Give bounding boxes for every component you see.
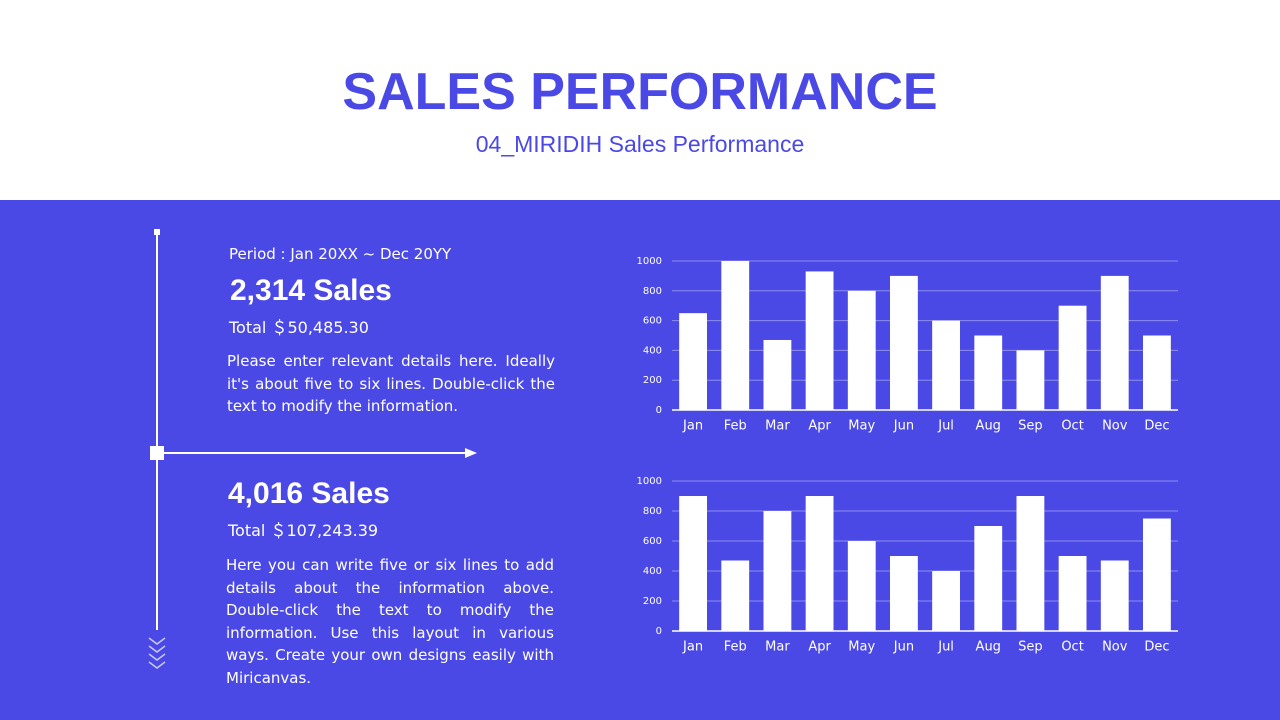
y-tick-label: 200 [643,375,662,386]
x-tick-label: Mar [765,640,790,655]
bar [763,511,792,631]
bar [890,556,918,631]
x-tick-label: May [848,640,875,655]
x-tick-label: Apr [808,640,831,655]
x-tick-label: Jun [893,419,914,434]
bar [1143,335,1171,410]
bar [679,313,707,410]
x-tick-label: Jul [937,419,954,434]
timeline-marker [150,446,164,460]
y-tick-label: 0 [656,626,662,637]
bar [1100,275,1129,410]
bar [1058,305,1087,410]
x-tick-label: Apr [808,419,831,434]
bar [1016,350,1045,410]
x-tick-label: Dec [1144,419,1169,434]
blue-panel [0,200,1280,720]
x-tick-label: Oct [1061,640,1083,655]
x-tick-label: Jan [682,640,703,655]
chevrons [148,637,166,669]
y-tick-label: 1000 [637,256,662,267]
x-tick-label: Mar [765,419,790,434]
sales-count: 4,016 Sales [228,477,390,510]
bar [805,496,834,631]
arrow-head [465,448,477,458]
x-tick-label: Aug [976,419,1001,434]
period: Period : Jan 20XX ~ Dec 20YY [229,245,452,263]
x-tick-label: Feb [724,640,747,655]
bar [679,496,707,631]
description: Here you can write five or six lines to … [226,556,554,687]
bar [721,560,750,631]
y-tick-label: 1000 [637,476,662,487]
x-tick-label: Nov [1102,640,1128,655]
bar [721,261,750,410]
y-tick-label: 400 [643,566,662,577]
bar [763,339,792,410]
sales-count: 2,314 Sales [230,274,392,307]
y-tick-label: 800 [643,506,662,517]
x-tick-label: May [848,419,875,434]
y-tick-label: 400 [643,345,662,356]
bar [847,541,876,631]
bar [932,320,960,410]
subtitle: 04_MIRIDIH Sales Performance [475,131,805,157]
bar [1143,518,1171,631]
x-tick-label: Oct [1061,419,1083,434]
y-tick-label: 0 [656,405,662,416]
bar [805,271,834,410]
x-tick-label: Jun [893,640,914,655]
x-tick-label: Jul [937,640,954,655]
timeline-end [154,229,160,235]
bar [847,290,876,410]
bar [974,335,1003,410]
bar [932,571,960,631]
x-tick-label: Feb [724,419,747,434]
description: Please enter relevant details here. Idea… [227,352,555,415]
bar [974,526,1003,631]
y-tick-label: 800 [643,286,662,297]
sales-total: Total ＄107,243.39 [228,521,379,540]
y-tick-label: 200 [643,596,662,607]
bar [890,275,918,410]
sales-total: Total ＄50,485.30 [229,318,369,337]
y-tick-label: 600 [643,316,662,327]
bar [1058,556,1087,631]
x-tick-label: Aug [976,640,1001,655]
x-tick-label: Sep [1018,419,1043,434]
x-tick-label: Dec [1144,640,1169,655]
bar [1016,496,1045,631]
title: SALES PERFORMANCE [342,63,938,121]
x-tick-label: Nov [1102,419,1128,434]
x-tick-label: Jan [682,419,703,434]
x-tick-label: Sep [1018,640,1043,655]
bar [1100,560,1129,631]
y-tick-label: 600 [643,536,662,547]
